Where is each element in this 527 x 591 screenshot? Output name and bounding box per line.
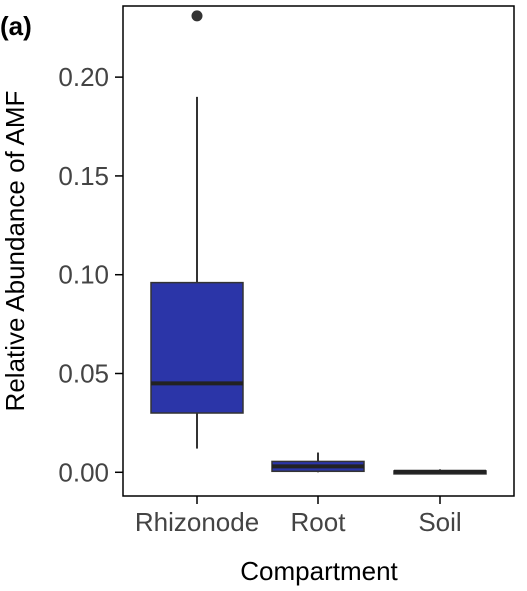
box-rect (150, 281, 244, 414)
x-tick-label: Rhizonode (135, 507, 259, 537)
y-axis-title: Relative Abundance of AMF (0, 91, 30, 412)
x-tick-label: Soil (418, 507, 461, 537)
plot-panel (122, 5, 515, 497)
box-rhizonode (150, 10, 244, 449)
y-tick-label: 0.20 (58, 62, 109, 92)
box-soil (393, 469, 487, 475)
y-tick-label: 0.10 (58, 260, 109, 290)
panel-label: (a) (0, 11, 32, 41)
x-tick-label: Root (291, 507, 347, 537)
boxes-layer (150, 10, 487, 475)
x-axis-title: Compartment (240, 556, 398, 586)
y-tick-label: 0.05 (58, 359, 109, 389)
box-root (271, 452, 365, 473)
y-tick-label: 0.15 (58, 161, 109, 191)
x-axis: Rhizonode Root Soil (135, 496, 462, 537)
y-tick-label: 0.00 (58, 457, 109, 487)
y-axis: 0.00 0.05 0.10 0.15 0.20 (58, 62, 123, 487)
outlier-point (191, 10, 203, 22)
